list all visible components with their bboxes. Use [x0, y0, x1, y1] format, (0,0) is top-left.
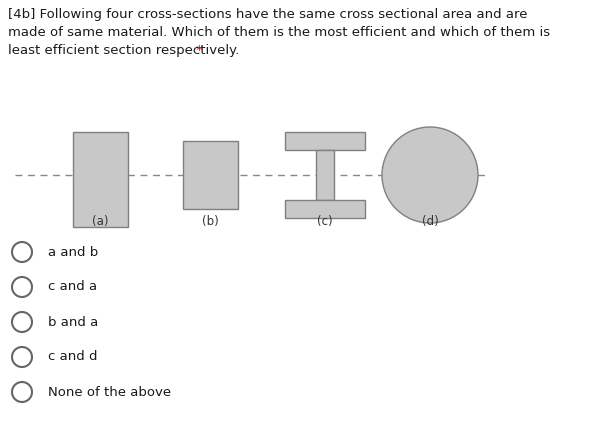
Bar — [285, 132, 365, 150]
Text: a and b: a and b — [48, 245, 98, 259]
Text: *: * — [196, 44, 203, 57]
Text: [4b] Following four cross-sections have the same cross sectional area and are: [4b] Following four cross-sections have … — [8, 8, 527, 21]
Text: None of the above: None of the above — [48, 385, 171, 399]
Text: b and a: b and a — [48, 316, 98, 328]
Bar — [316, 150, 334, 200]
Text: (b): (b) — [202, 215, 218, 228]
Text: (c): (c) — [317, 215, 333, 228]
Bar — [73, 132, 128, 227]
Bar — [285, 200, 365, 218]
Circle shape — [382, 127, 478, 223]
Text: made of same material. Which of them is the most efficient and which of them is: made of same material. Which of them is … — [8, 26, 550, 39]
Text: c and d: c and d — [48, 351, 97, 363]
Text: least efficient section respectively.: least efficient section respectively. — [8, 44, 244, 57]
Text: (d): (d) — [422, 215, 439, 228]
Text: (a): (a) — [92, 215, 108, 228]
Bar — [182, 141, 238, 209]
Text: c and a: c and a — [48, 281, 97, 293]
